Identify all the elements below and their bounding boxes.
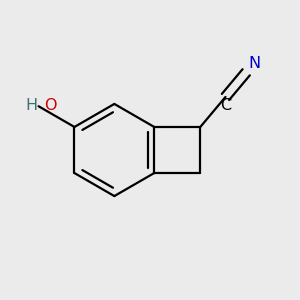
Text: C: C	[220, 98, 231, 113]
Text: N: N	[249, 56, 261, 71]
Text: O: O	[44, 98, 56, 113]
Text: H: H	[25, 98, 37, 113]
